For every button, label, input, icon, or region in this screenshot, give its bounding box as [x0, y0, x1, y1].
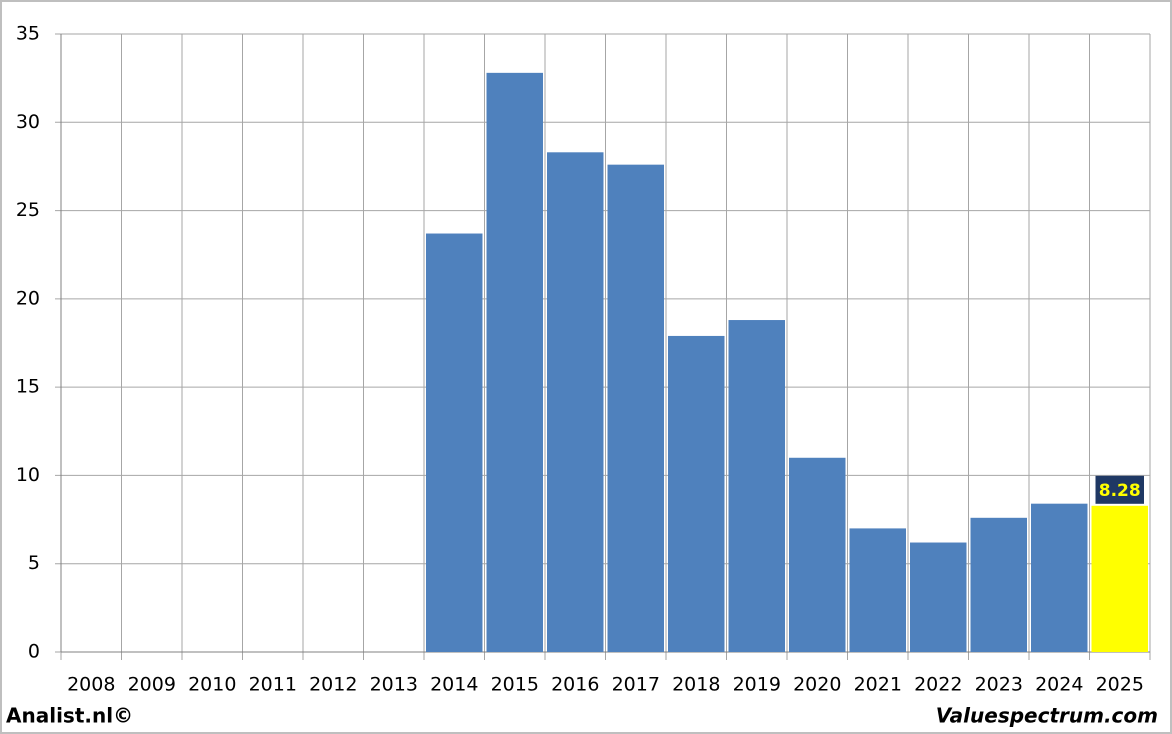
bar [970, 517, 1027, 652]
y-tick-label: 35 [16, 23, 40, 45]
x-tick-label: 2020 [793, 674, 841, 696]
x-tick-label: 2012 [309, 674, 357, 696]
bar [547, 152, 604, 652]
bar [1091, 505, 1148, 652]
x-tick-label: 2009 [128, 674, 176, 696]
x-tick-label: 2018 [672, 674, 720, 696]
y-tick-label: 30 [16, 111, 40, 133]
footer-left: Analist.nl© [6, 704, 133, 728]
x-tick-label: 2016 [551, 674, 599, 696]
footer-right: Valuespectrum.com [936, 704, 1158, 728]
y-tick-label: 5 [28, 552, 40, 574]
bar [789, 457, 846, 652]
bar [728, 320, 785, 652]
x-tick-label: 2017 [612, 674, 660, 696]
bar [426, 233, 483, 653]
x-tick-label: 2013 [370, 674, 418, 696]
bar [486, 72, 543, 653]
x-tick-label: 2015 [491, 674, 539, 696]
x-tick-label: 2010 [188, 674, 236, 696]
bar [849, 528, 906, 652]
bar [1031, 503, 1088, 652]
bar [607, 164, 664, 653]
x-tick-label: 2025 [1096, 674, 1144, 696]
x-tick-label: 2021 [854, 674, 902, 696]
x-tick-label: 2019 [733, 674, 781, 696]
x-tick-label: 2023 [975, 674, 1023, 696]
x-tick-label: 2008 [67, 674, 115, 696]
y-tick-label: 0 [28, 641, 40, 663]
bar [910, 542, 967, 652]
y-tick-label: 20 [16, 287, 40, 309]
x-tick-label: 2014 [430, 674, 478, 696]
bar [668, 335, 725, 652]
x-tick-label: 2022 [914, 674, 962, 696]
y-tick-label: 25 [16, 199, 40, 221]
x-tick-label: 2024 [1035, 674, 1083, 696]
y-tick-label: 10 [16, 464, 40, 486]
value-label: 8.28 [1099, 481, 1141, 501]
value-label-box [1095, 475, 1144, 504]
x-tick-label: 2011 [249, 674, 297, 696]
y-tick-label: 15 [16, 376, 40, 398]
